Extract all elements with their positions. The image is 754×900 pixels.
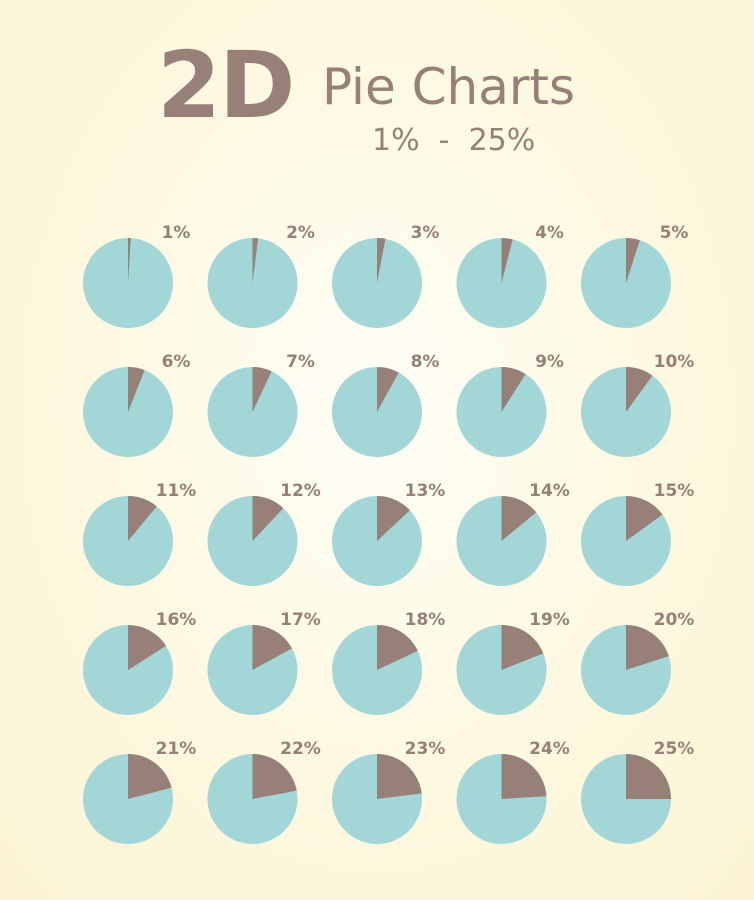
pie-10: 10% (581, 352, 694, 457)
pie-slice-14 (501, 496, 537, 541)
pie-slice-20 (626, 625, 669, 670)
pie-16: 16% (83, 610, 196, 715)
pie-19: 19% (456, 610, 570, 715)
pie-slice-8 (377, 367, 399, 412)
pie-slice-21 (128, 754, 172, 799)
pie-label-10: 10% (654, 352, 695, 372)
pie-slice-25 (626, 754, 671, 799)
pie-slice-24 (501, 754, 547, 799)
pie-9: 9% (456, 352, 564, 457)
pie-18: 18% (332, 610, 445, 715)
pie-11: 11% (83, 481, 196, 586)
pie-slice-7 (252, 367, 272, 412)
pie-label-14: 14% (529, 481, 570, 501)
pie-label-8: 8% (411, 352, 440, 372)
pie-21: 21% (83, 739, 196, 844)
pie-25: 25% (581, 739, 694, 844)
pie-15: 15% (581, 481, 694, 586)
pie-label-19: 19% (529, 610, 570, 630)
pie-slice-11 (128, 496, 157, 541)
pie-label-18: 18% (405, 610, 446, 630)
pie-slice-13 (377, 496, 410, 541)
pie-22: 22% (207, 739, 321, 844)
page-title: Pie Charts (322, 58, 576, 116)
pie-label-20: 20% (654, 610, 695, 630)
pie-label-23: 23% (405, 739, 446, 759)
title-2d: 2D (157, 32, 295, 139)
pie-slice-18 (377, 625, 418, 670)
pie-label-3: 3% (411, 223, 440, 243)
pie-label-12: 12% (280, 481, 321, 501)
pie-label-4: 4% (535, 223, 564, 243)
pie-14: 14% (456, 481, 570, 586)
pie-label-17: 17% (280, 610, 321, 630)
pie-1: 1% (83, 223, 190, 328)
page-subtitle: 1% - 25% (372, 123, 536, 158)
pie-label-7: 7% (286, 352, 315, 372)
pie-slice-12 (252, 496, 284, 541)
pie-2: 2% (207, 223, 315, 328)
pie-label-21: 21% (156, 739, 197, 759)
pie-12: 12% (207, 481, 321, 586)
pie-6: 6% (83, 352, 190, 457)
pie-13: 13% (332, 481, 445, 586)
pie-label-13: 13% (405, 481, 446, 501)
pie-label-6: 6% (162, 352, 191, 372)
pie-slice-10 (626, 366, 653, 412)
pie-8: 8% (332, 352, 439, 457)
pie-5: 5% (581, 223, 688, 328)
pie-4: 4% (456, 223, 564, 328)
pie-slice-5 (626, 238, 640, 283)
pie-label-15: 15% (654, 481, 695, 501)
pie-slice-9 (501, 367, 526, 412)
pie-label-16: 16% (156, 610, 197, 630)
pie-17: 17% (207, 610, 321, 715)
pie-slice-16 (128, 625, 166, 670)
pie-3: 3% (332, 223, 439, 328)
pie-slice-15 (626, 496, 663, 541)
pie-slice-19 (501, 625, 544, 670)
pie-label-11: 11% (156, 481, 197, 501)
pie-slice-2 (252, 237, 259, 283)
pie-label-22: 22% (280, 739, 321, 759)
pie-slice-6 (128, 367, 145, 412)
pie-slice-22 (252, 754, 297, 799)
pie-20: 20% (581, 610, 694, 715)
pie-slice-1 (128, 238, 131, 283)
pie-slice-3 (377, 238, 386, 283)
pie-label-25: 25% (654, 739, 695, 759)
pie-7: 7% (207, 352, 315, 457)
header: 2D Pie Charts 1% - 25% (0, 0, 754, 170)
pie-slice-23 (377, 754, 422, 799)
pie-label-9: 9% (535, 352, 564, 372)
pie-23: 23% (332, 739, 445, 844)
pie-label-1: 1% (162, 223, 191, 243)
pie-label-24: 24% (529, 739, 570, 759)
pie-slice-4 (501, 238, 513, 283)
pie-label-2: 2% (286, 223, 315, 243)
pie-slice-17 (252, 625, 292, 670)
pie-24: 24% (456, 739, 570, 844)
pie-label-5: 5% (660, 223, 689, 243)
